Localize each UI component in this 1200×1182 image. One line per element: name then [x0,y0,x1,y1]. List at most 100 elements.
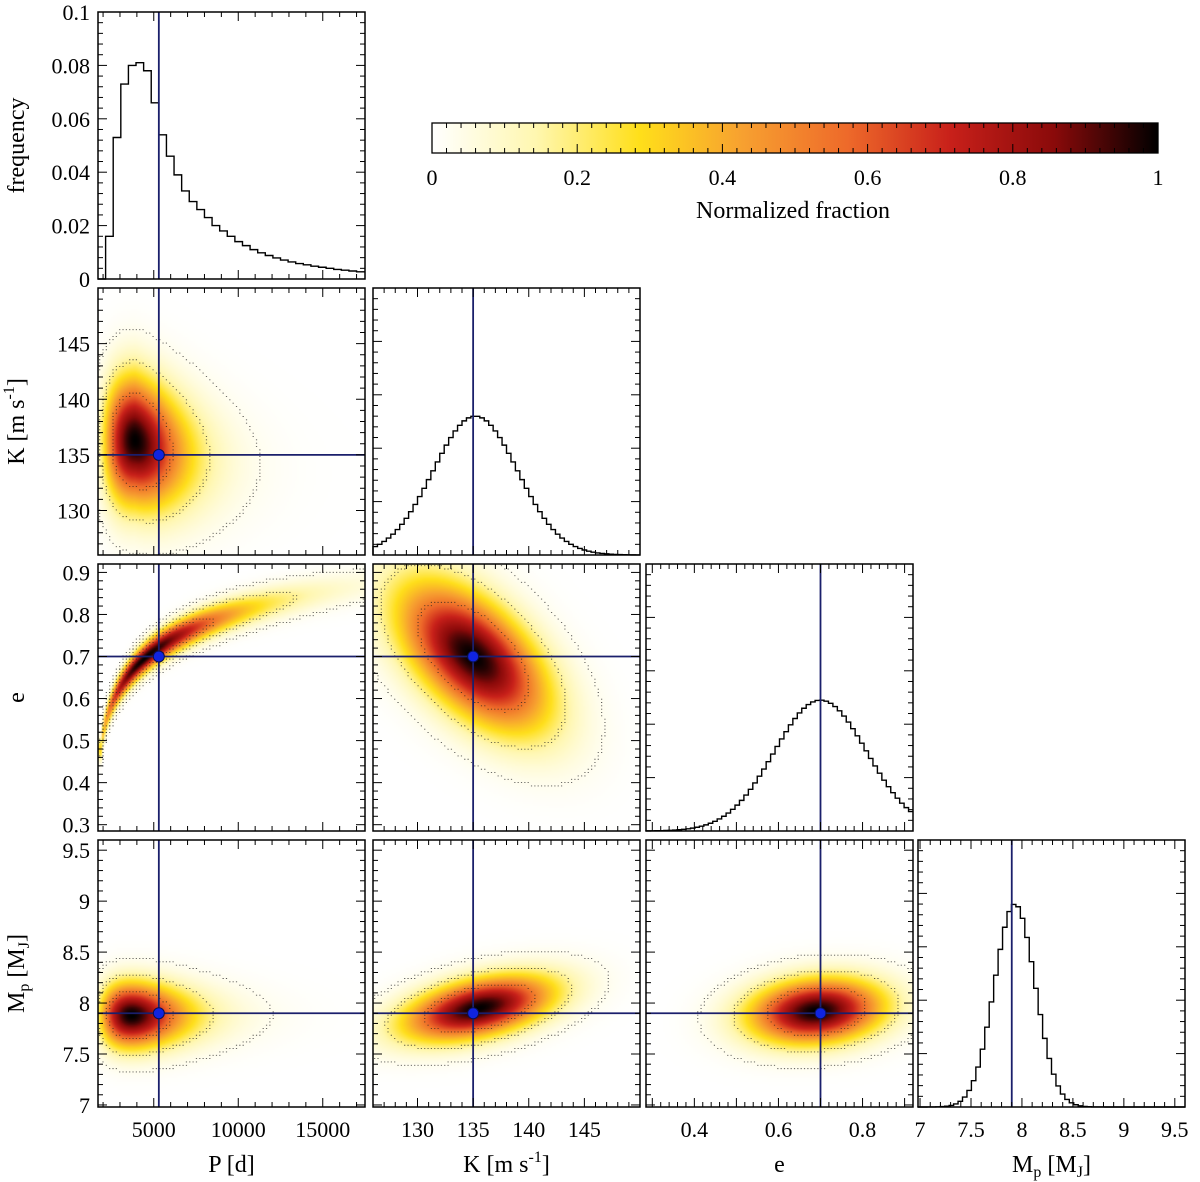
density-heatmap [98,288,365,555]
density-panel-K-e [372,563,641,832]
density-heatmap [98,564,365,831]
hist-y-tick-label: 0.06 [52,107,91,132]
label-part: ] [4,378,30,386]
truth-marker [467,650,480,663]
contour-level-1 [380,565,566,750]
colorbar-tick-label: 0.8 [999,165,1027,190]
label-part: ] [542,1152,550,1178]
x-axis-label-P: P [d] [208,1152,254,1178]
contour-level-1 [384,968,573,1050]
colorbar-label: Normalized fraction [696,198,890,224]
x-tick-label: 8.5 [1059,1117,1087,1142]
y-tick-label: 140 [57,387,90,412]
x-tick-label: 145 [568,1117,601,1142]
hist-y-tick-label: 0.1 [63,0,91,25]
histogram-panel-P [97,11,366,280]
label-part: K [m s [463,1152,528,1178]
contour-level-0 [374,951,609,1066]
x-tick-label: 0.6 [765,1117,793,1142]
hist-y-tick-label: 0.08 [52,53,91,78]
panel-frame [97,11,366,280]
x-tick-label: 15000 [295,1117,350,1142]
hist-y-tick-label: 0 [79,267,90,292]
tick-labels: 0 0.02 0.04 0.06 0.08 0.1 130 135 140 145 0.3 0.4 0.… [52,0,1189,1142]
x-axis-label-K: K [m s-1] [463,1149,550,1178]
hist-y-tick-label: 0.02 [52,214,91,239]
contour-level-0 [374,565,606,787]
x-tick-label: 140 [512,1117,545,1142]
x-tick-label: 10000 [211,1117,266,1142]
histogram-step-line [98,62,365,280]
label-part: M [4,992,30,1013]
x-tick-label: 9.5 [1161,1117,1189,1142]
y-tick-label: 0.7 [63,645,91,670]
label-sup: -1 [1,386,18,399]
x-tick-label: 5000 [132,1117,176,1142]
contour-level-1 [733,971,899,1053]
colorbar-tick-label: 0.6 [854,165,882,190]
panel-frame [645,839,914,1108]
panel-frame [372,839,641,1108]
density-panel-P-e [97,563,366,832]
x-tick-label: 0.4 [681,1117,709,1142]
contour-level-1 [99,591,298,760]
panel-frame [372,287,641,556]
hist-y-tick-label: 0.04 [52,160,91,185]
label-part: M [1012,1152,1033,1178]
label-part: ] [4,934,30,942]
contour-level-0 [697,954,912,1070]
y-axis-label-Mp: Mp [MJ] [4,934,33,1013]
contour-level-2 [105,991,174,1040]
truth-marker [152,650,165,663]
label-sub: J [16,942,33,948]
y-axis-label-e: e [4,692,30,703]
truth-marker [814,1007,827,1020]
y-tick-label: 7.5 [63,1042,91,1067]
x-tick-label: 8 [1016,1117,1027,1142]
panel-frame [645,563,914,832]
label-sup: -1 [529,1149,542,1166]
truth-marker [467,1007,480,1020]
contour-level-1 [99,974,214,1056]
y-axis-label-frequency: frequency [4,98,30,194]
label-part: [M [4,948,30,983]
truth-marker [152,1007,165,1020]
density-panel-K-Mp [372,839,641,1108]
x-tick-label: 7 [915,1117,926,1142]
colorbar-tick-label: 0.2 [563,165,591,190]
contour-level-1 [99,359,211,524]
y-tick-label: 9 [79,889,90,914]
x-axis-label-Mp: Mp [MJ] [1012,1152,1091,1181]
histogram-step-line [645,699,913,832]
colorbar-tick-label: 1 [1153,165,1164,190]
y-axis-label-K: K [m s-1] [1,378,30,465]
panel-frame [372,563,641,832]
truth-marker [152,448,165,461]
label-sub: p [16,984,33,992]
x-tick-label: 9 [1118,1117,1129,1142]
y-tick-label: 0.5 [63,729,91,754]
label-part: K [m s [4,399,30,464]
y-tick-label: 7 [79,1093,90,1118]
panel-frame [917,839,1186,1108]
y-tick-label: 0.8 [63,602,91,627]
x-tick-label: 7.5 [957,1117,985,1142]
label-sub: p [1033,1164,1041,1181]
colorbar-tick-label: 0.4 [709,165,737,190]
x-tick-label: 130 [401,1117,434,1142]
x-tick-label: 135 [457,1117,490,1142]
y-tick-label: 9.5 [63,838,91,863]
y-tick-label: 8 [79,991,90,1016]
y-tick-label: 0.4 [63,771,91,796]
density-heatmap [98,840,365,1107]
y-tick-label: 135 [57,443,90,468]
label-part: ] [1083,1152,1091,1178]
histogram-panel-Mp [917,839,1186,1108]
x-axis-label-e: e [774,1152,785,1178]
panel-frame [97,839,366,1108]
y-tick-label: 0.9 [63,560,91,585]
density-heatmap [646,840,913,1107]
label-sub: J [1077,1164,1083,1181]
